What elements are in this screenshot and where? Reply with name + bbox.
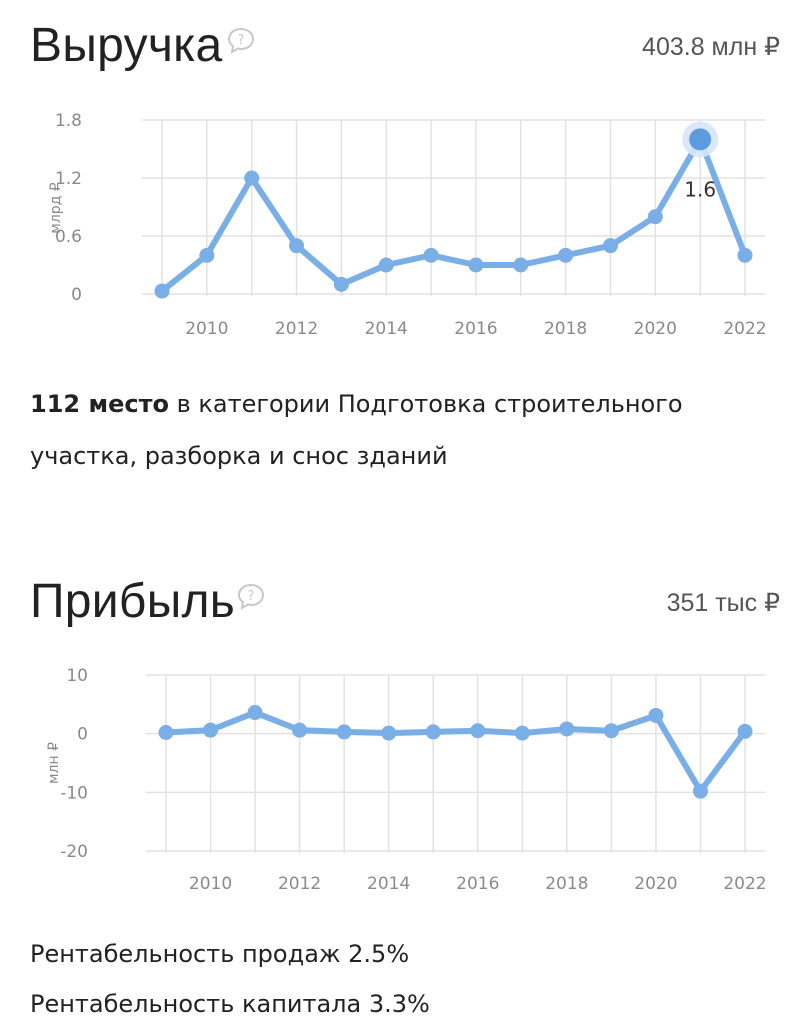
y-tick-label: -10: [60, 783, 88, 803]
profit-title: Прибыль: [30, 575, 236, 628]
data-point[interactable]: [378, 257, 394, 273]
data-point[interactable]: [737, 723, 753, 739]
data-point[interactable]: [603, 723, 619, 739]
question-bubble-icon[interactable]: ?: [236, 582, 266, 612]
data-point[interactable]: [689, 128, 712, 151]
y-axis-label: млрд ₽: [48, 182, 64, 234]
y-tick-label: 1.2: [55, 169, 82, 189]
data-point[interactable]: [333, 276, 349, 292]
svg-text:?: ?: [248, 589, 255, 604]
data-point[interactable]: [423, 247, 439, 263]
y-tick-label: 0.6: [55, 227, 82, 247]
data-point[interactable]: [558, 247, 574, 263]
data-point[interactable]: [692, 783, 708, 799]
data-point[interactable]: [292, 722, 308, 738]
profit-total: 351 тыс ₽: [666, 589, 780, 617]
y-tick-label: 0: [71, 285, 82, 305]
data-point[interactable]: [425, 724, 441, 740]
x-tick-label: 2012: [275, 319, 318, 339]
x-tick-label: 2018: [545, 874, 588, 894]
revenue-title: Выручка: [30, 19, 223, 72]
data-point[interactable]: [470, 723, 486, 739]
x-tick-label: 2020: [634, 874, 677, 894]
x-tick-label: 2014: [367, 874, 410, 894]
x-tick-label: 2010: [189, 874, 232, 894]
x-tick-label: 2022: [723, 319, 766, 339]
y-tick-label: 1.8: [55, 111, 82, 131]
data-point[interactable]: [336, 724, 352, 740]
data-point[interactable]: [203, 722, 219, 738]
profit-chart: -20 -10 0 10 2010 2012 2014 2016 2018 2020 2022 млн…: [46, 666, 767, 894]
data-point[interactable]: [154, 283, 170, 299]
rank-category: в категории Подготовка строительного уча…: [30, 390, 683, 470]
x-tick-label: 2010: [185, 319, 228, 339]
category-rank: 112 место в категории Подготовка строите…: [30, 378, 780, 482]
series-line: [159, 136, 748, 295]
x-tick-label: 2016: [454, 319, 497, 339]
y-tick-label: -20: [60, 842, 88, 862]
data-point[interactable]: [513, 257, 529, 273]
data-point[interactable]: [244, 170, 260, 186]
x-tick-label: 2012: [278, 874, 321, 894]
data-point[interactable]: [602, 238, 618, 254]
y-tick-label: 0: [77, 725, 88, 745]
revenue-total: 403.8 млн ₽: [642, 33, 780, 61]
data-point[interactable]: [247, 705, 263, 721]
x-tick-label: 2016: [456, 874, 499, 894]
data-point[interactable]: [514, 725, 530, 741]
data-point[interactable]: [468, 257, 484, 273]
y-axis-label: млн ₽: [46, 742, 62, 784]
data-label: 1.6: [684, 177, 716, 201]
data-point[interactable]: [737, 247, 753, 263]
data-point[interactable]: [381, 725, 397, 741]
sales-profitability: Рентабельность продаж 2.5%: [30, 940, 410, 968]
data-point[interactable]: [559, 721, 575, 737]
question-bubble-icon[interactable]: ?: [226, 26, 256, 56]
y-tick-label: 10: [66, 666, 88, 686]
x-tick-label: 2018: [544, 319, 587, 339]
data-point[interactable]: [648, 707, 664, 723]
data-point[interactable]: [158, 724, 174, 740]
data-point[interactable]: [289, 238, 305, 254]
series-line: [163, 709, 748, 795]
data-point[interactable]: [199, 247, 215, 263]
x-tick-label: 2020: [634, 319, 677, 339]
rank-number: 112 место: [30, 390, 169, 418]
x-tick-label: 2014: [365, 319, 408, 339]
x-tick-label: 2022: [723, 874, 766, 894]
capital-profitability: Рентабельность капитала 3.3%: [30, 990, 430, 1018]
svg-text:?: ?: [238, 33, 245, 48]
revenue-chart: 0 0.6 1.2 1.8 2010 2012 2014 2016 2018 2020 2022 мл…: [48, 111, 767, 339]
data-point[interactable]: [647, 209, 663, 225]
